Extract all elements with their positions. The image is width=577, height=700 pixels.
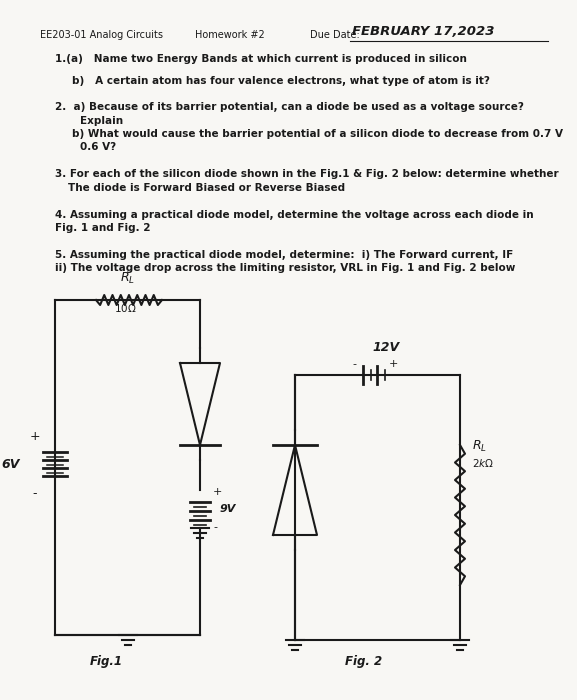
Text: +: + [213, 487, 222, 497]
Text: b) What would cause the barrier potential of a silicon diode to decrease from 0.: b) What would cause the barrier potentia… [72, 129, 563, 139]
Text: 6V: 6V [2, 458, 20, 470]
Text: 3. For each of the silicon diode shown in the Fig.1 & Fig. 2 below: determine wh: 3. For each of the silicon diode shown i… [55, 169, 559, 179]
Text: Explain: Explain [80, 116, 123, 126]
Text: +: + [388, 359, 398, 369]
Text: Fig. 2: Fig. 2 [345, 655, 382, 668]
Text: 2.  a) Because of its barrier potential, can a diode be used as a voltage source: 2. a) Because of its barrier potential, … [55, 102, 524, 112]
Text: Homework #2: Homework #2 [195, 30, 265, 40]
Text: -: - [213, 522, 217, 532]
Text: Fig. 1 and Fig. 2: Fig. 1 and Fig. 2 [55, 223, 151, 233]
Text: -: - [33, 487, 38, 500]
Text: 4. Assuming a practical diode model, determine the voltage across each diode in: 4. Assuming a practical diode model, det… [55, 210, 534, 220]
Text: $10\Omega$: $10\Omega$ [114, 302, 137, 314]
Text: Due Date:: Due Date: [310, 30, 363, 40]
Text: FEBRUARY 17,2023: FEBRUARY 17,2023 [352, 25, 494, 38]
Text: 9V: 9V [220, 504, 237, 514]
Text: 0.6 V?: 0.6 V? [80, 142, 116, 152]
Text: 12V: 12V [373, 341, 400, 354]
Text: 5. Assuming the practical diode model, determine:  i) The Forward current, IF: 5. Assuming the practical diode model, d… [55, 250, 514, 260]
Text: Fig.1: Fig.1 [90, 655, 123, 668]
Text: $R_L$: $R_L$ [472, 439, 487, 454]
Text: $2k\Omega$: $2k\Omega$ [472, 457, 494, 469]
Text: $R_L$: $R_L$ [120, 271, 135, 286]
Text: EE203-01 Analog Circuits: EE203-01 Analog Circuits [40, 30, 163, 40]
Text: ii) The voltage drop across the limiting resistor, VRL in Fig. 1 and Fig. 2 belo: ii) The voltage drop across the limiting… [55, 263, 515, 273]
Text: 1.(a)   Name two Energy Bands at which current is produced in silicon: 1.(a) Name two Energy Bands at which cur… [55, 54, 467, 64]
Text: b)   A certain atom has four valence electrons, what type of atom is it?: b) A certain atom has four valence elect… [72, 76, 490, 86]
Text: -: - [353, 359, 357, 369]
Text: +: + [29, 430, 40, 442]
Text: The diode is Forward Biased or Reverse Biased: The diode is Forward Biased or Reverse B… [68, 183, 345, 193]
